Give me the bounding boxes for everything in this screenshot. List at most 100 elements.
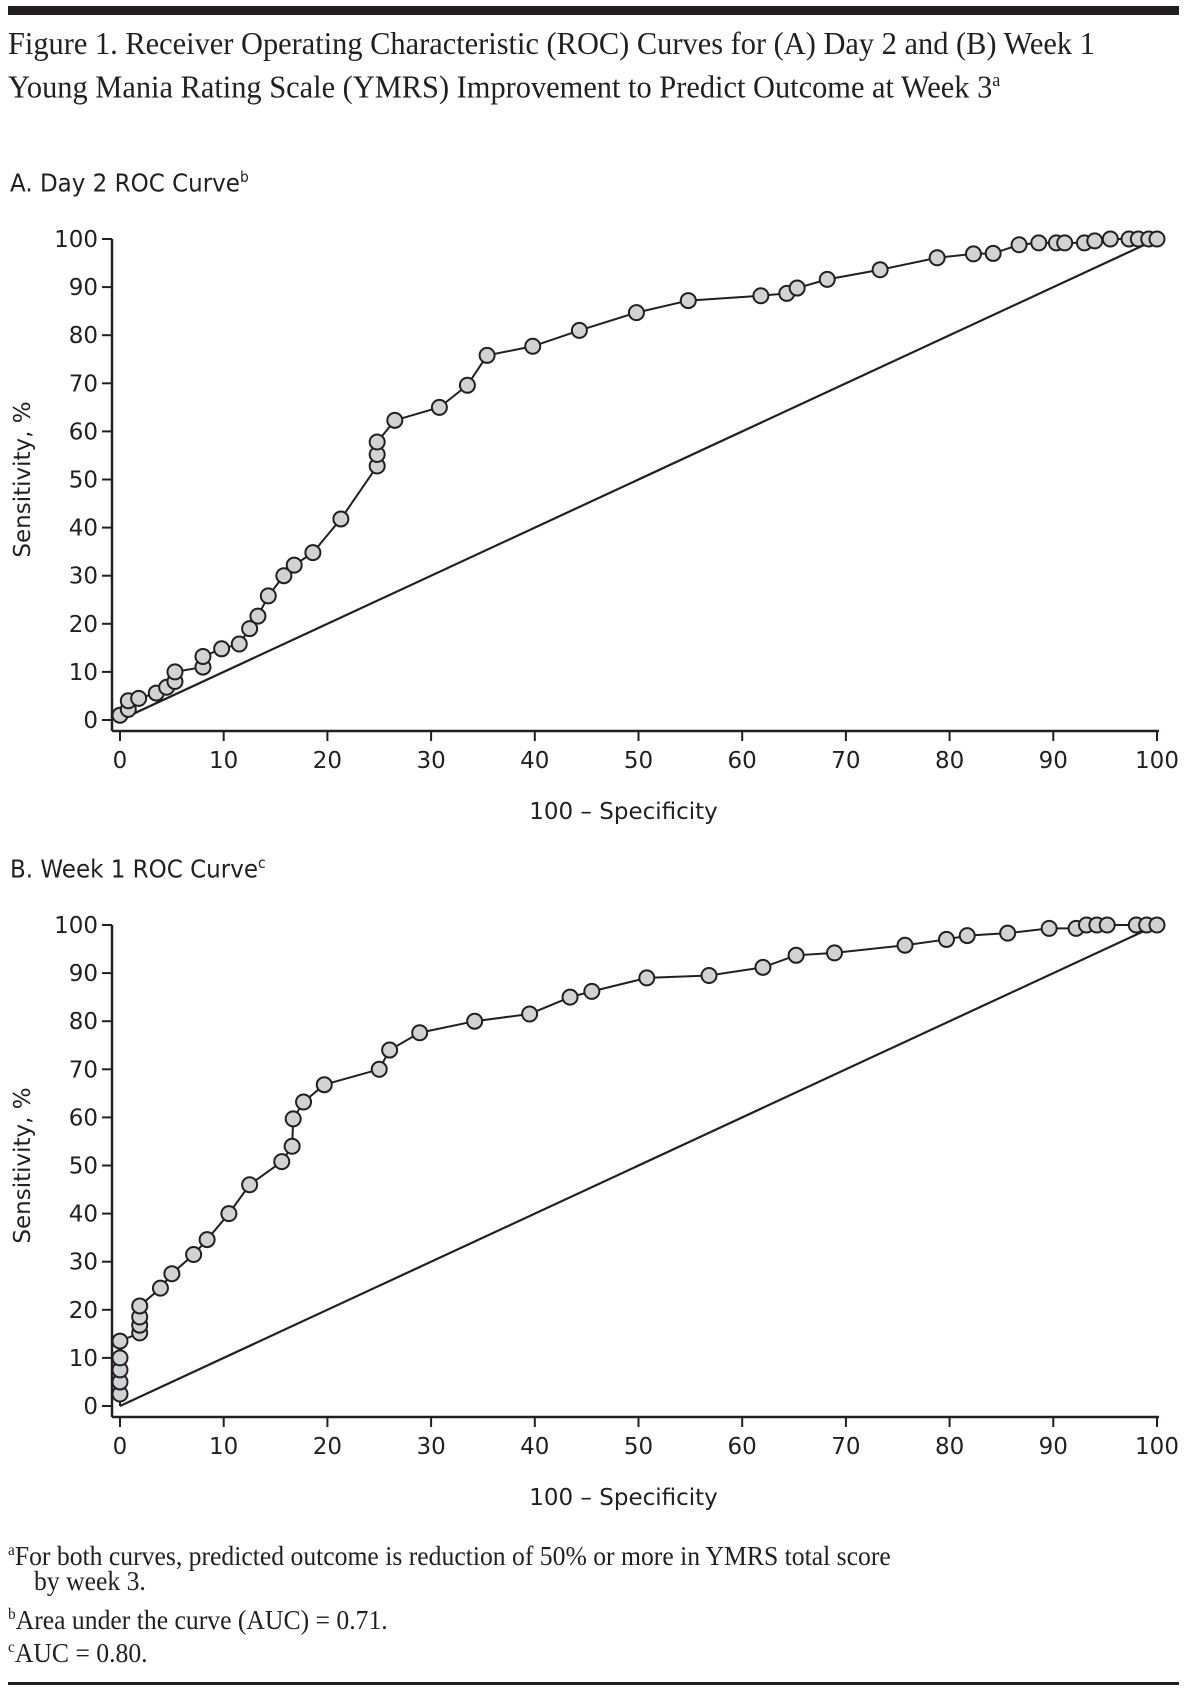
chart-b-y-tick-label: 20 (69, 1298, 98, 1324)
chart-b-y-tick-label: 100 (54, 913, 98, 939)
chart-b-data-point (273, 1153, 291, 1171)
chart-a-y-tick-label: 0 (83, 708, 98, 734)
chart-b-reference-line (119, 924, 1158, 1407)
panel-b-title-text: B. Week 1 ROC Curve (10, 854, 258, 884)
panel-b-sup: c (257, 854, 266, 872)
chart-a-data-point (818, 270, 836, 288)
chart-b-x-tick-label: 30 (416, 1434, 445, 1460)
footnote-a: aFor both curves, predicted outcome is r… (8, 1535, 1129, 1572)
chart-a-data-point (1148, 230, 1166, 248)
chart-a-x-tick-label: 50 (624, 748, 653, 774)
chart-a-y-tick-label: 80 (69, 323, 98, 349)
chart-a-data-point (213, 640, 231, 658)
chart-a-data-point (1086, 232, 1104, 250)
panel-a-title-text: A. Day 2 ROC Curve (10, 168, 240, 198)
chart-b-data-point (185, 1245, 203, 1263)
figure-title-text: Figure 1. Receiver Operating Characteris… (8, 25, 1095, 105)
footnote-c: cAUC = 0.80. (8, 1632, 1129, 1669)
chart-b-data-point (1040, 919, 1058, 937)
chart-a-data-point (524, 337, 542, 355)
chart-b-data-point (521, 1005, 539, 1023)
chart-a-x-tick-label: 10 (209, 748, 238, 774)
chart-a-data-point (679, 292, 697, 310)
panel-a-sup: b (239, 168, 249, 186)
chart-a-y-tick-label: 60 (69, 419, 98, 445)
chart-a-data-point (332, 510, 350, 528)
chart-b-x-tick-label: 100 (1135, 1434, 1179, 1460)
figure-title-sup: a (992, 70, 1001, 91)
panel-a-title: A. Day 2 ROC Curveb (10, 168, 249, 197)
chart-b-y-axis-label: Sensitivity, % (10, 1087, 36, 1243)
chart-a-x-tick-label: 70 (831, 748, 860, 774)
chart-a-data-point (752, 287, 770, 305)
chart-b-data-point (283, 1137, 301, 1155)
chart-a-data-point (788, 279, 806, 297)
chart-b-data-point (111, 1332, 129, 1350)
chart-a-x-tick-label: 0 (113, 748, 128, 774)
chart-b-data-point (411, 1024, 429, 1042)
chart-b-data-point (381, 1041, 399, 1059)
chart-a-data-point (570, 321, 588, 339)
footnote-b-text: Area under the curve (AUC) = 0.71. (15, 1605, 388, 1635)
panel-b-title: B. Week 1 ROC Curvec (10, 854, 266, 883)
chart-b-y-tick-label: 30 (69, 1250, 98, 1276)
bottom-rule (8, 1682, 1179, 1685)
chart-a-data-point (1101, 230, 1119, 248)
chart-b-data-point (241, 1176, 259, 1194)
chart-b-data-point (220, 1205, 238, 1223)
chart-b-data-point (638, 969, 656, 987)
chart-b-data-point (1148, 916, 1166, 934)
chart-b-x-tick-label: 70 (831, 1434, 860, 1460)
chart-b-data-point (151, 1279, 169, 1297)
chart-a-y-axis-label: Sensitivity, % (10, 401, 36, 557)
chart-b-data-point (825, 944, 843, 962)
chart-b-data-point (999, 924, 1017, 942)
chart-b-x-axis-label: 100 – Specificity (529, 1485, 718, 1511)
chart-b-y-tick-label: 90 (69, 961, 98, 987)
chart-b-data-point (958, 927, 976, 945)
chart-b-y-tick-label: 40 (69, 1202, 98, 1228)
chart-a-y-tick-label: 90 (69, 275, 98, 301)
chart-a-data-point (430, 398, 448, 416)
chart-a-y-tick-label: 70 (69, 371, 98, 397)
footnote-a-mark: a (8, 1541, 15, 1559)
chart-a-data-point (304, 544, 322, 562)
chart-b-data-point (295, 1093, 313, 1111)
chart-b-y-tick-label: 50 (69, 1154, 98, 1180)
footnote-a-text2: by week 3. (34, 1566, 146, 1596)
chart-b-data-point (754, 958, 772, 976)
chart-a-data-point (368, 433, 386, 451)
figure-title: Figure 1. Receiver Operating Characteris… (8, 24, 1120, 106)
chart-b-data-point (370, 1060, 388, 1078)
chart-a: 0 10 20 30 40 50 60 70 80 90 100 0 10 20 30 40 50 60 70 80 9… (10, 227, 1179, 825)
chart-b-data-point (198, 1231, 216, 1249)
chart-a-data-point (194, 648, 212, 666)
chart-a-data-point (249, 607, 267, 625)
chart-a-data-point (458, 376, 476, 394)
chart-a-y-tick-label: 20 (69, 612, 98, 638)
chart-a-data-point (1030, 234, 1048, 252)
chart-b-data-point (787, 946, 805, 964)
chart-b-x-tick-label: 80 (935, 1434, 964, 1460)
chart-b-x-tick-label: 20 (313, 1434, 342, 1460)
chart-a-x-tick-label: 60 (728, 748, 757, 774)
chart-b-y-tick-label: 10 (69, 1346, 98, 1372)
chart-b-data-point (315, 1076, 333, 1094)
top-rule (8, 6, 1179, 15)
chart-b-y-tick-label: 60 (69, 1105, 98, 1131)
chart-a-data-point (984, 244, 1002, 262)
chart-a-data-point (964, 245, 982, 263)
chart-a-data-point (241, 620, 259, 638)
chart-b-x-tick-label: 60 (728, 1434, 757, 1460)
chart-a-data-point (285, 556, 303, 574)
footnote-c-mark: c (8, 1638, 15, 1656)
chart-a-data-point (386, 411, 404, 429)
chart-b-x-tick-label: 50 (624, 1434, 653, 1460)
chart-a-data-point (130, 689, 148, 707)
chart-a-data-point (230, 635, 248, 653)
chart-a-x-axis-label: 100 – Specificity (529, 799, 718, 825)
chart-b-y-tick-label: 70 (69, 1057, 98, 1083)
chart-b-data-point (896, 936, 914, 954)
chart-a-x-tick-label: 80 (935, 748, 964, 774)
chart-a-x-tick-label: 30 (416, 748, 445, 774)
